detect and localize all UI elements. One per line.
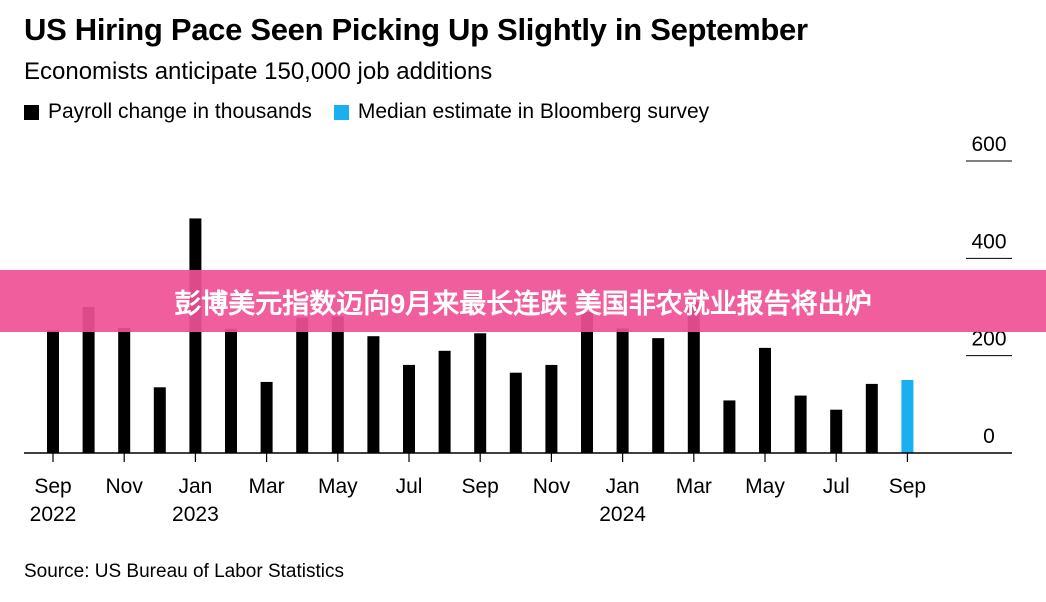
headline-banner: 彭博美元指数迈向9月来最长连跌 美国非农就业报告将出炉 — [0, 270, 1046, 332]
payroll-bar — [759, 347, 771, 453]
payroll-bar — [474, 333, 487, 453]
payroll-bar — [616, 328, 629, 453]
x-tick-year-label: 2024 — [599, 503, 646, 526]
payroll-bar — [367, 336, 380, 453]
x-tick-label: Jan — [178, 475, 212, 498]
y-tick-label: 400 — [971, 230, 1006, 253]
payroll-bar — [403, 364, 415, 453]
legend-item-median: Median estimate in Bloomberg survey — [333, 100, 710, 124]
x-tick-label: Mar — [249, 475, 285, 498]
x-tick-label: Sep — [462, 475, 499, 498]
x-tick-label: Sep — [34, 475, 71, 498]
payroll-bar — [687, 302, 700, 453]
payroll-bar — [509, 372, 522, 453]
payroll-bar — [794, 395, 807, 453]
x-tick-label: May — [745, 475, 785, 498]
payroll-bar — [581, 311, 593, 453]
x-tick-year-label: 2023 — [172, 503, 219, 526]
payroll-bar — [723, 400, 736, 453]
payroll-bar — [830, 409, 843, 453]
legend-swatch-payroll — [24, 104, 39, 120]
payroll-bar — [865, 383, 878, 453]
x-tick-label: May — [318, 475, 358, 498]
legend: Payroll change in thousands Median estim… — [24, 100, 731, 124]
legend-label-median: Median estimate in Bloomberg survey — [357, 100, 710, 123]
payroll-bar — [296, 317, 309, 453]
x-tick-label: Jul — [396, 475, 423, 498]
legend-item-payroll: Payroll change in thousands — [24, 100, 312, 124]
payroll-bar — [652, 338, 665, 453]
x-tick-label: Jul — [823, 475, 850, 498]
payroll-bar — [331, 316, 344, 453]
x-tick-label: Nov — [533, 475, 571, 498]
payroll-bar — [82, 307, 95, 453]
payroll-bar — [189, 218, 202, 453]
source-note: Source: US Bureau of Labor Statistics — [24, 561, 344, 582]
x-tick-label: Sep — [889, 475, 926, 498]
chart-subtitle: Economists anticipate 150,000 job additi… — [24, 58, 493, 85]
y-tick-label: 600 — [971, 133, 1006, 156]
y-tick-label: 0 — [983, 425, 995, 448]
x-tick-label: Nov — [106, 475, 144, 498]
x-tick-year-label: 2022 — [30, 503, 77, 526]
chart-title: US Hiring Pace Seen Picking Up Slightly … — [24, 12, 808, 47]
payroll-bar — [118, 327, 131, 453]
payroll-bar — [47, 330, 59, 453]
x-tick-label: Jan — [606, 475, 640, 498]
median-estimate-bar — [901, 380, 914, 453]
legend-label-payroll: Payroll change in thousands — [48, 100, 312, 123]
payroll-bar — [225, 328, 237, 453]
legend-swatch-median — [333, 104, 349, 120]
y-tick-label: 200 — [971, 328, 1006, 351]
payroll-bar — [153, 387, 166, 453]
x-tick-label: Mar — [676, 475, 712, 498]
payroll-bar — [545, 364, 558, 453]
payroll-bar — [260, 381, 273, 453]
payroll-bar — [438, 350, 451, 453]
